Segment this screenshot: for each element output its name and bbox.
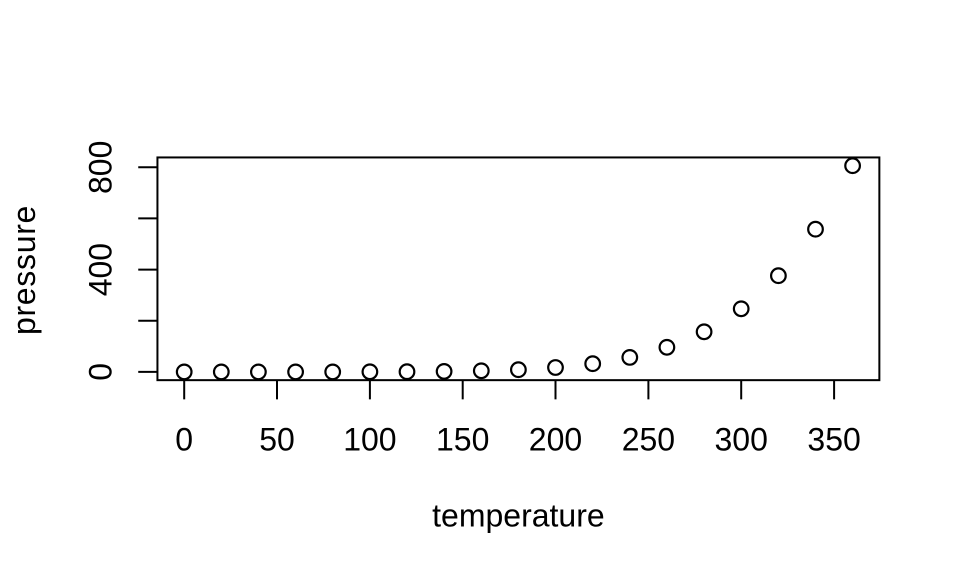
svg-text:150: 150 bbox=[436, 421, 489, 457]
svg-text:350: 350 bbox=[807, 421, 860, 457]
svg-text:100: 100 bbox=[343, 421, 396, 457]
svg-text:300: 300 bbox=[715, 421, 768, 457]
svg-text:0: 0 bbox=[175, 421, 193, 457]
svg-text:pressure: pressure bbox=[6, 205, 42, 335]
svg-text:0: 0 bbox=[82, 363, 118, 381]
svg-text:temperature: temperature bbox=[432, 498, 605, 534]
svg-text:50: 50 bbox=[259, 421, 295, 457]
svg-text:800: 800 bbox=[82, 141, 118, 194]
svg-text:400: 400 bbox=[82, 243, 118, 296]
svg-text:200: 200 bbox=[529, 421, 582, 457]
svg-text:250: 250 bbox=[622, 421, 675, 457]
